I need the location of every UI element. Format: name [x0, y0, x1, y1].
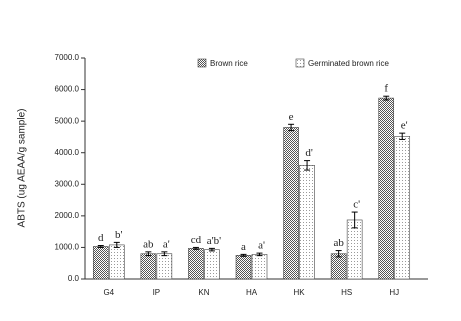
error-bar — [145, 251, 152, 257]
bar — [108, 244, 125, 280]
x-tick-label: HJ — [389, 288, 399, 297]
error-bar — [304, 160, 311, 171]
error-bar — [208, 247, 215, 252]
x-tick-label: HK — [294, 288, 306, 297]
significance-label: a'b' — [207, 235, 221, 247]
error-bar — [256, 252, 263, 257]
bar — [92, 246, 109, 280]
y-tick-label: 6000.0 — [55, 85, 80, 94]
y-tick-label: 2000.0 — [55, 211, 80, 220]
y-tick-label: 7000.0 — [55, 53, 80, 62]
error-bar — [161, 251, 168, 257]
significance-label: f — [384, 83, 388, 95]
significance-label: a' — [163, 238, 170, 250]
legend-label: Germinated brown rice — [308, 59, 389, 68]
error-bar — [288, 123, 295, 132]
y-tick-label: 0.0 — [68, 274, 80, 283]
legend-swatch — [295, 58, 305, 68]
bar — [204, 249, 220, 280]
x-tick-label: KN — [198, 288, 209, 297]
significance-label: a' — [258, 240, 265, 252]
bar — [156, 253, 173, 280]
significance-label: a — [241, 241, 246, 253]
legend-swatch — [197, 58, 207, 68]
significance-label: ab — [143, 238, 154, 250]
significance-label: ab — [333, 237, 344, 249]
error-bar — [335, 250, 342, 258]
legend-label: Brown rice — [210, 59, 248, 68]
bar — [251, 254, 268, 280]
y-tick-label: 3000.0 — [55, 179, 80, 188]
error-bar — [113, 241, 120, 248]
y-axis-label: ABTS (ug AEAA/g sample) — [17, 109, 28, 228]
error-bar — [383, 95, 390, 101]
error-bar — [351, 211, 358, 229]
bar — [330, 253, 347, 280]
significance-label: d' — [305, 147, 313, 159]
x-tick-label: HA — [246, 288, 258, 297]
bar — [394, 135, 411, 280]
significance-label: d — [98, 232, 104, 244]
bar — [299, 165, 315, 280]
significance-label: cd — [191, 234, 202, 246]
significance-label: e' — [401, 120, 408, 132]
x-tick-label: G4 — [103, 288, 114, 297]
significance-label: c' — [353, 199, 360, 211]
error-bar — [240, 253, 247, 257]
bar — [346, 219, 363, 280]
significance-label: e — [289, 111, 294, 123]
bar — [378, 97, 395, 280]
y-tick-label: 5000.0 — [55, 116, 80, 125]
error-bar — [192, 246, 199, 250]
x-tick-label: IP — [153, 288, 161, 297]
bar — [235, 255, 252, 280]
y-tick-label: 1000.0 — [55, 243, 80, 252]
y-tick-label: 4000.0 — [55, 148, 80, 157]
error-bar — [97, 245, 104, 248]
error-bar — [399, 132, 406, 140]
bar — [283, 127, 299, 280]
bar — [188, 248, 204, 280]
x-tick-label: HS — [341, 288, 352, 297]
bar — [140, 253, 157, 280]
significance-label: b' — [115, 229, 123, 241]
